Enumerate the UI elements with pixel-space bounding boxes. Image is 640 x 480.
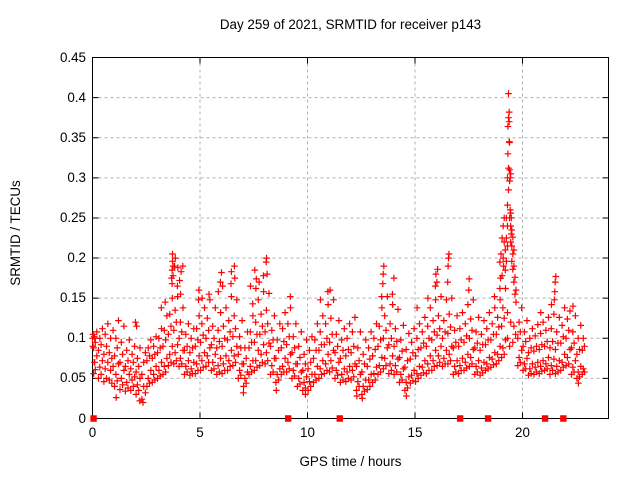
x-tick-label: 0 bbox=[88, 425, 97, 440]
x-tick-label: 10 bbox=[300, 425, 315, 440]
y-tick-label: 0.25 bbox=[59, 209, 86, 225]
y-tick-label: 0.15 bbox=[59, 290, 86, 306]
plot-border bbox=[92, 57, 609, 419]
scatter-points bbox=[89, 90, 588, 406]
x-tick-label: 15 bbox=[407, 425, 423, 440]
y-tick-label: 0.1 bbox=[67, 330, 86, 346]
x-axis-label: GPS time / hours bbox=[299, 454, 402, 469]
y-tick-label: 0.35 bbox=[59, 129, 86, 145]
y-axis-label: SRMTID / TECUs bbox=[8, 180, 23, 286]
y-tick-label: 0.4 bbox=[67, 89, 86, 105]
x-tick-label: 5 bbox=[196, 425, 204, 440]
chart-title: Day 259 of 2021, SRMTID for receiver p14… bbox=[219, 17, 482, 32]
y-tick-label: 0.05 bbox=[59, 370, 86, 386]
y-tick-label: 0.2 bbox=[67, 250, 86, 266]
y-tick-label: 0.45 bbox=[59, 49, 86, 65]
y-tick-label: 0.3 bbox=[67, 169, 86, 185]
x-tick-label: 20 bbox=[515, 425, 530, 440]
y-tick-label: 0 bbox=[78, 410, 86, 426]
